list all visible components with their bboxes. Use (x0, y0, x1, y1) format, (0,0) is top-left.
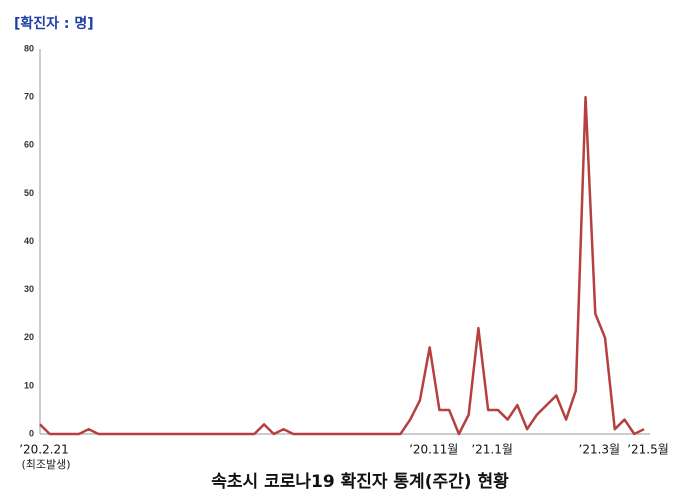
x-tick-label: ’21.3월 (579, 443, 621, 457)
y-tick-label: 30 (24, 284, 34, 294)
y-tick-label: 50 (24, 188, 34, 198)
y-tick-label: 40 (24, 236, 34, 246)
y-tick-label: 70 (24, 92, 34, 102)
x-tick-label: ’21.5월 (627, 443, 669, 457)
y-tick-label: 20 (24, 332, 34, 342)
y-tick-label: 0 (29, 428, 34, 438)
y-tick-label: 60 (24, 140, 34, 150)
y-unit-label: [확진자 : 명] (14, 15, 94, 32)
annotation: (최조발생) (21, 458, 70, 471)
y-tick-label: 80 (24, 43, 34, 53)
x-tick-label: ’20.11월 (409, 443, 458, 457)
y-tick-label: 10 (24, 380, 34, 390)
x-tick-label: ’21.1월 (471, 443, 513, 457)
data-line (39, 95, 645, 436)
x-tick-label: ’20.2.21 (19, 443, 69, 457)
chart-title: 속초시 코로나19 확진자 통계(주간) 현황 (211, 472, 509, 492)
